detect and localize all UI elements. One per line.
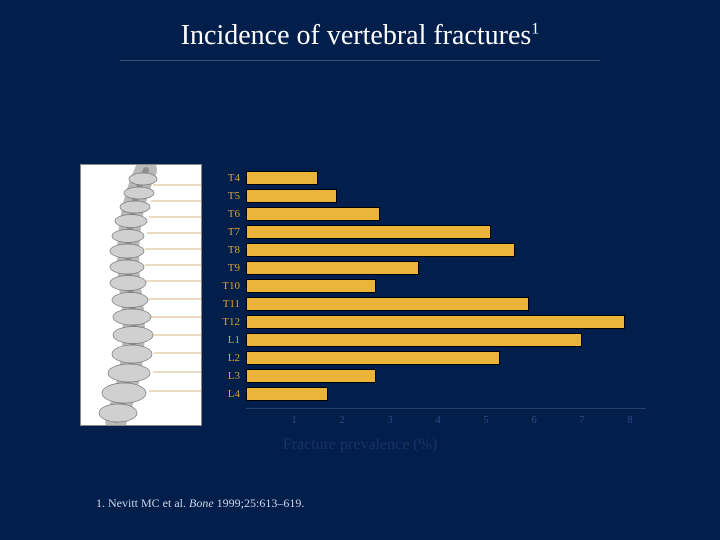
bar-row-T12: T12: [210, 314, 630, 330]
bar: [246, 315, 625, 329]
bar-row-T4: T4: [210, 170, 630, 186]
citation-suffix: 1999;25:613–619.: [214, 496, 305, 510]
bar: [246, 297, 529, 311]
category-label: L1: [210, 334, 246, 346]
bar-row-T10: T10: [210, 278, 630, 294]
bar: [246, 243, 515, 257]
bar-row-T6: T6: [210, 206, 630, 222]
bar-row-T11: T11: [210, 296, 630, 312]
citation-journal: Bone: [189, 496, 214, 510]
bar-row-T5: T5: [210, 188, 630, 204]
x-axis-line: [246, 408, 646, 409]
bar: [246, 261, 419, 275]
category-label: T8: [210, 244, 246, 256]
bar-row-L1: L1: [210, 332, 630, 348]
category-label: T5: [210, 190, 246, 202]
bar: [246, 279, 376, 293]
x-tick: 2: [339, 414, 345, 426]
title-underline: [120, 60, 600, 61]
category-label: L3: [210, 370, 246, 382]
x-tick: 4: [435, 414, 441, 426]
bar: [246, 333, 582, 347]
x-tick: 3: [387, 414, 393, 426]
bar: [246, 369, 376, 383]
vertebral-fracture-chart: T4 T5 T6 T7 T8 T9 T10 T11 T12 L1 L2 L3 L4: [210, 170, 630, 430]
x-tick: 6: [531, 414, 537, 426]
bar: [246, 207, 380, 221]
category-label: T12: [210, 316, 246, 328]
bar-row-L4: L4: [210, 386, 630, 402]
spine-illustration: [80, 164, 202, 426]
title-superscript: 1: [531, 21, 539, 38]
x-axis-ticks: 1 2 3 4 5 6 7 8: [246, 414, 646, 430]
x-tick: 8: [627, 414, 633, 426]
citation: 1. Nevitt MC et al. Bone 1999;25:613–619…: [96, 496, 304, 511]
category-label: T9: [210, 262, 246, 274]
slide-title: Incidence of vertebral fractures1: [0, 20, 720, 52]
bar-row-L2: L2: [210, 350, 630, 366]
category-label: T10: [210, 280, 246, 292]
category-label: T6: [210, 208, 246, 220]
citation-prefix: 1. Nevitt MC et al.: [96, 496, 189, 510]
x-axis-label: Fracture prevalence (%): [0, 436, 720, 454]
category-label: T7: [210, 226, 246, 238]
bar: [246, 351, 500, 365]
x-tick: 1: [291, 414, 297, 426]
title-text: Incidence of vertebral fractures: [181, 20, 532, 51]
bar-row-L3: L3: [210, 368, 630, 384]
category-label: L4: [210, 388, 246, 400]
category-label: L2: [210, 352, 246, 364]
category-label: T4: [210, 172, 246, 184]
x-tick: 5: [483, 414, 489, 426]
category-label: T11: [210, 298, 246, 310]
bar-row-T9: T9: [210, 260, 630, 276]
bar-row-T7: T7: [210, 224, 630, 240]
bar: [246, 171, 318, 185]
bar-row-T8: T8: [210, 242, 630, 258]
bar: [246, 225, 491, 239]
bar: [246, 387, 328, 401]
spine-svg: [81, 165, 201, 425]
bar: [246, 189, 337, 203]
x-tick: 7: [579, 414, 585, 426]
slide-root: Incidence of vertebral fractures1: [0, 0, 720, 540]
